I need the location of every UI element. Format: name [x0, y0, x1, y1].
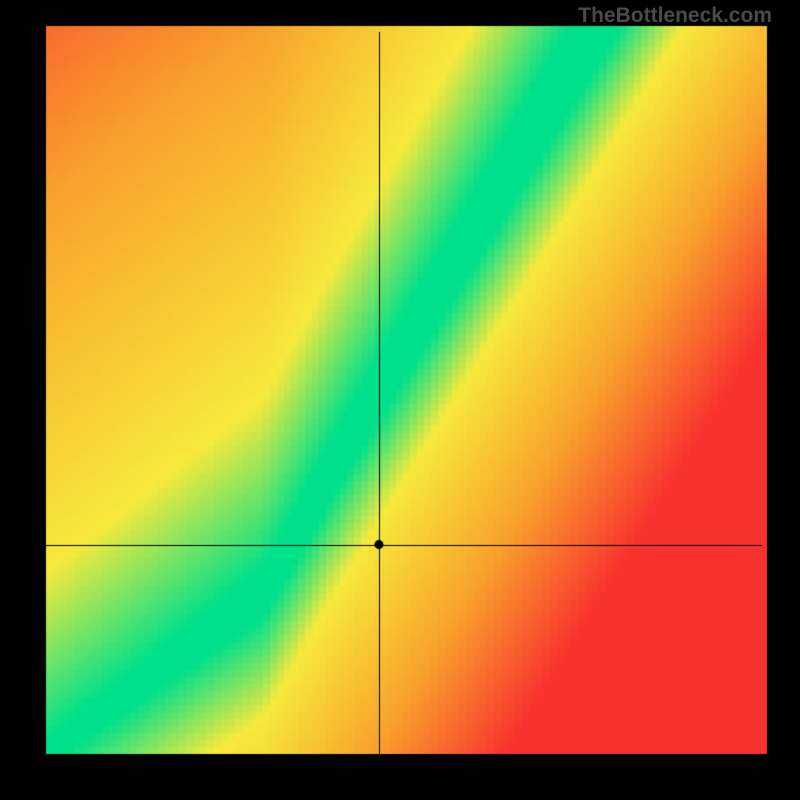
bottleneck-heatmap-canvas [0, 0, 800, 800]
attribution-label: TheBottleneck.com [578, 4, 772, 28]
chart-container: TheBottleneck.com [0, 0, 800, 800]
